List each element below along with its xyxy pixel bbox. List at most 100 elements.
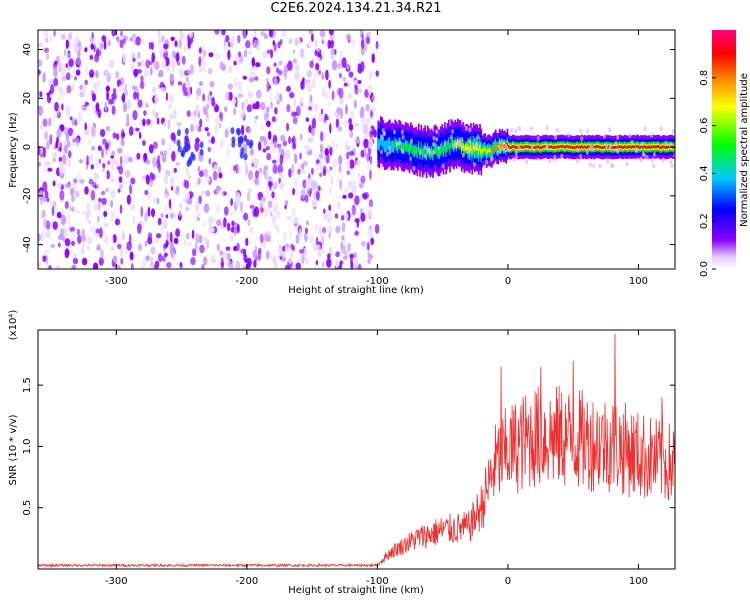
- noise-mark: [319, 143, 324, 154]
- signal-speckle-mark: [441, 163, 445, 169]
- noise-mark: [38, 161, 41, 167]
- noise-mark: [199, 118, 203, 128]
- noise-mark: [248, 169, 254, 181]
- noise-mark: [279, 154, 284, 165]
- noise-mark: [231, 35, 235, 43]
- noise-mark: [178, 210, 182, 217]
- colorbar-tick-label: 0.8: [699, 70, 710, 86]
- signal-mark: [544, 145, 547, 148]
- noise-mark: [144, 67, 149, 78]
- signal-speckle-mark: [412, 165, 416, 171]
- signal-mark: [389, 139, 391, 146]
- noise-mark: [278, 69, 283, 76]
- noise-mark: [276, 99, 280, 105]
- noise-mark: [347, 242, 351, 253]
- noise-mark: [362, 122, 366, 128]
- noise-mark: [276, 210, 281, 219]
- signal-mark: [526, 145, 528, 148]
- noise-mark: [76, 174, 82, 182]
- noise-mark: [292, 188, 296, 196]
- noise-mark: [170, 212, 174, 219]
- noise-mark: [233, 227, 237, 236]
- noise-mark: [157, 30, 161, 38]
- noise-mark: [334, 111, 338, 117]
- noise-mark: [293, 216, 299, 226]
- noise-mark: [67, 150, 72, 159]
- signal-mark: [378, 142, 381, 148]
- noise-mark: [338, 163, 342, 173]
- signal-speckle-mark: [670, 163, 674, 169]
- noise-mark: [280, 181, 283, 187]
- noise-mark: [130, 203, 136, 211]
- signal-mark: [477, 148, 480, 155]
- signal-mark: [646, 146, 649, 149]
- noise-mark: [168, 102, 172, 110]
- noise-mark: [81, 257, 88, 266]
- noise-mark: [290, 243, 294, 250]
- noise-mark: [233, 77, 239, 88]
- noise-mark: [42, 255, 47, 262]
- noise-mark: [202, 49, 207, 57]
- noise-mark: [185, 206, 190, 211]
- noise-mark: [96, 243, 101, 251]
- noise-mark: [368, 224, 373, 231]
- noise-mark: [219, 250, 224, 256]
- signal-mark: [521, 145, 523, 149]
- noise-mark: [175, 185, 180, 193]
- noise-mark: [218, 172, 223, 179]
- signal-mark: [507, 145, 510, 148]
- noise-mark: [249, 148, 254, 156]
- signal-mark: [566, 144, 569, 148]
- noise-mark: [302, 247, 308, 259]
- noise-mark: [354, 230, 359, 236]
- noise-mark: [88, 154, 93, 166]
- noise-mark: [211, 96, 216, 107]
- noise-mark: [365, 117, 371, 127]
- signal-mark: [665, 145, 668, 149]
- noise-mark: [61, 56, 67, 61]
- noise-mark: [337, 63, 341, 70]
- noise-mark: [129, 251, 134, 261]
- signal-mark: [510, 146, 513, 149]
- noise-mark: [201, 61, 207, 73]
- noise-mark: [137, 69, 143, 74]
- signal-mark: [438, 149, 441, 156]
- noise-mark: [193, 110, 197, 116]
- noise-mark: [238, 51, 242, 58]
- noise-mark: [137, 99, 143, 108]
- noise-mark: [322, 165, 327, 175]
- noise-mark: [231, 220, 235, 227]
- x-tick-label: -100: [366, 576, 389, 587]
- signal-speckle-mark: [512, 157, 516, 163]
- signal-mark: [488, 148, 491, 152]
- noise-mark: [215, 52, 221, 61]
- noise-mark: [348, 123, 354, 131]
- noise-mark: [181, 32, 186, 38]
- noise-mark: [157, 253, 163, 263]
- noise-mark: [88, 139, 91, 144]
- noise-mark: [185, 232, 190, 240]
- noise-mark: [156, 197, 160, 205]
- noise-mark: [297, 168, 301, 175]
- signal-mark: [445, 148, 448, 154]
- noise-mark: [91, 146, 96, 151]
- signal-speckle-mark: [536, 136, 540, 141]
- noise-mark: [252, 208, 257, 218]
- noise-mark: [219, 138, 224, 150]
- noise-mark: [310, 167, 314, 175]
- noise-mark: [197, 165, 201, 174]
- noise-mark: [71, 195, 75, 203]
- noise-mark: [331, 90, 335, 101]
- noise-mark: [325, 69, 329, 81]
- noise-mark: [284, 264, 290, 269]
- signal-mark: [385, 143, 387, 150]
- signal-mark: [548, 145, 551, 149]
- noise-mark: [111, 105, 116, 115]
- signal-speckle-mark: [432, 135, 436, 141]
- noise-mark: [40, 231, 45, 242]
- x-tick-label: -200: [236, 276, 259, 287]
- noise-mark: [67, 158, 71, 168]
- noise-mark: [233, 108, 236, 116]
- noise-mark: [123, 154, 129, 165]
- noise-mark: [220, 256, 224, 268]
